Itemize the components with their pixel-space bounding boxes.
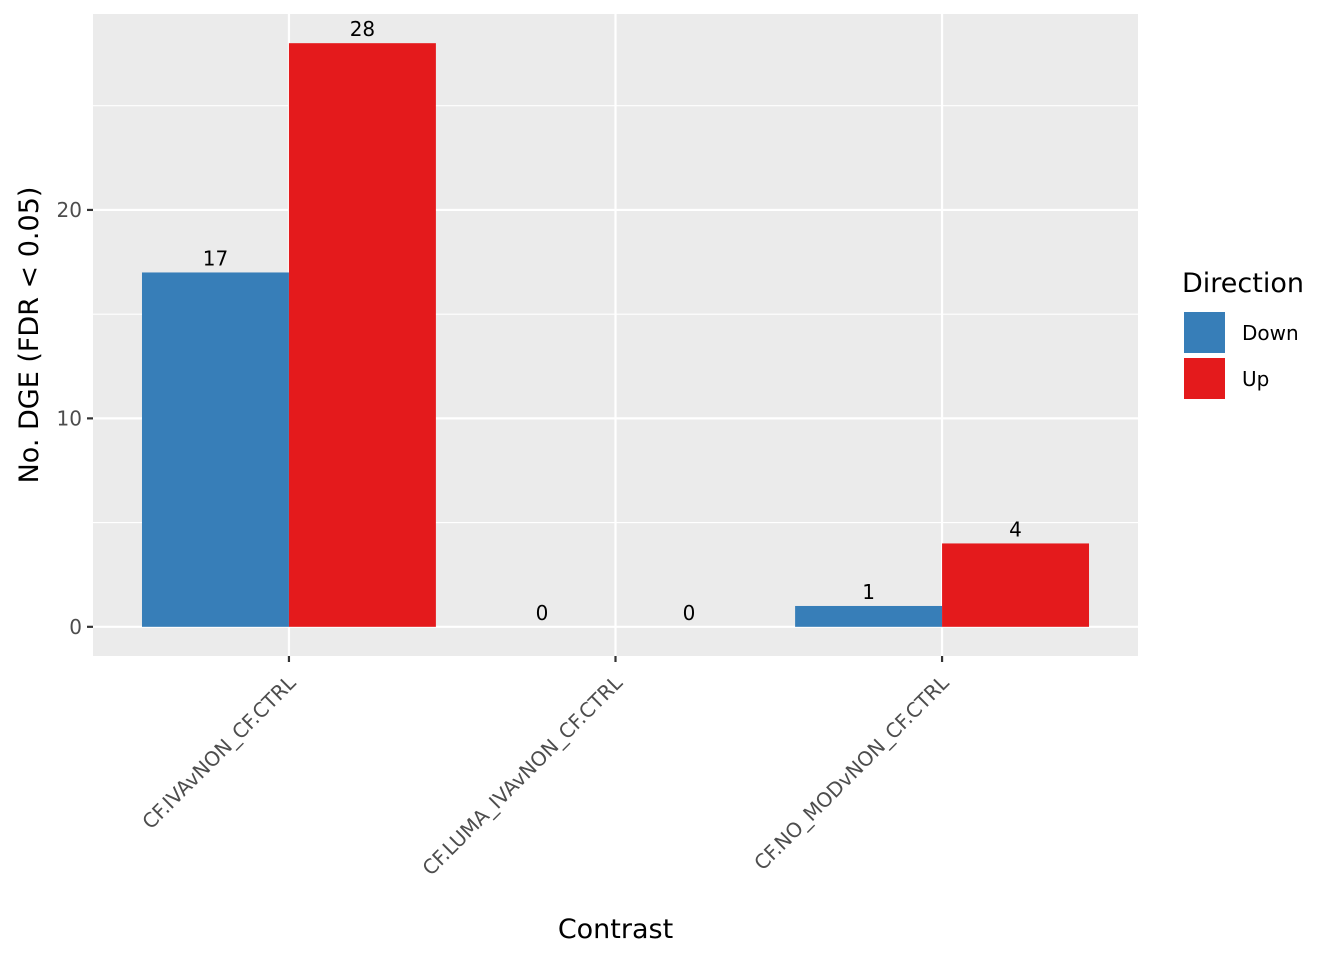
legend: Direction Down Up <box>1182 268 1304 401</box>
bar-down <box>141 272 289 627</box>
legend-label: Down <box>1242 321 1299 345</box>
bar-value-label: 4 <box>1009 517 1022 541</box>
bars <box>141 43 1090 627</box>
bar-value-label: 1 <box>862 580 875 604</box>
x-axis: CF.IVAvNON_CF.CTRL CF.LUMA_IVAvNON_CF.CTR… <box>137 656 954 880</box>
bar-labels: 17 0 1 28 0 4 <box>203 17 1022 625</box>
y-axis-title: No. DGE (FDR < 0.05) <box>14 187 45 484</box>
bar-value-label: 0 <box>683 601 696 625</box>
y-tick-label: 20 <box>57 198 82 222</box>
bar-value-label: 28 <box>350 17 375 41</box>
y-tick-label: 10 <box>57 406 82 430</box>
bar-up <box>942 543 1090 627</box>
bar-down <box>795 605 943 627</box>
x-axis-title: Contrast <box>558 914 673 945</box>
x-tick-label: CF.NO_MODvNON_CF.CTRL <box>749 670 954 875</box>
bar-value-label: 17 <box>203 246 228 270</box>
bar-value-label: 0 <box>536 601 549 625</box>
bar-up <box>288 43 436 627</box>
x-tick-label: CF.LUMA_IVAvNON_CF.CTRL <box>417 670 627 880</box>
legend-label: Up <box>1242 367 1269 391</box>
x-tick-label: CF.IVAvNON_CF.CTRL <box>137 670 301 834</box>
legend-key-up <box>1182 356 1227 401</box>
y-tick-label: 0 <box>69 615 82 639</box>
legend-key-down <box>1182 310 1227 355</box>
y-axis: 0 10 20 <box>57 198 93 639</box>
legend-title: Direction <box>1182 268 1304 299</box>
